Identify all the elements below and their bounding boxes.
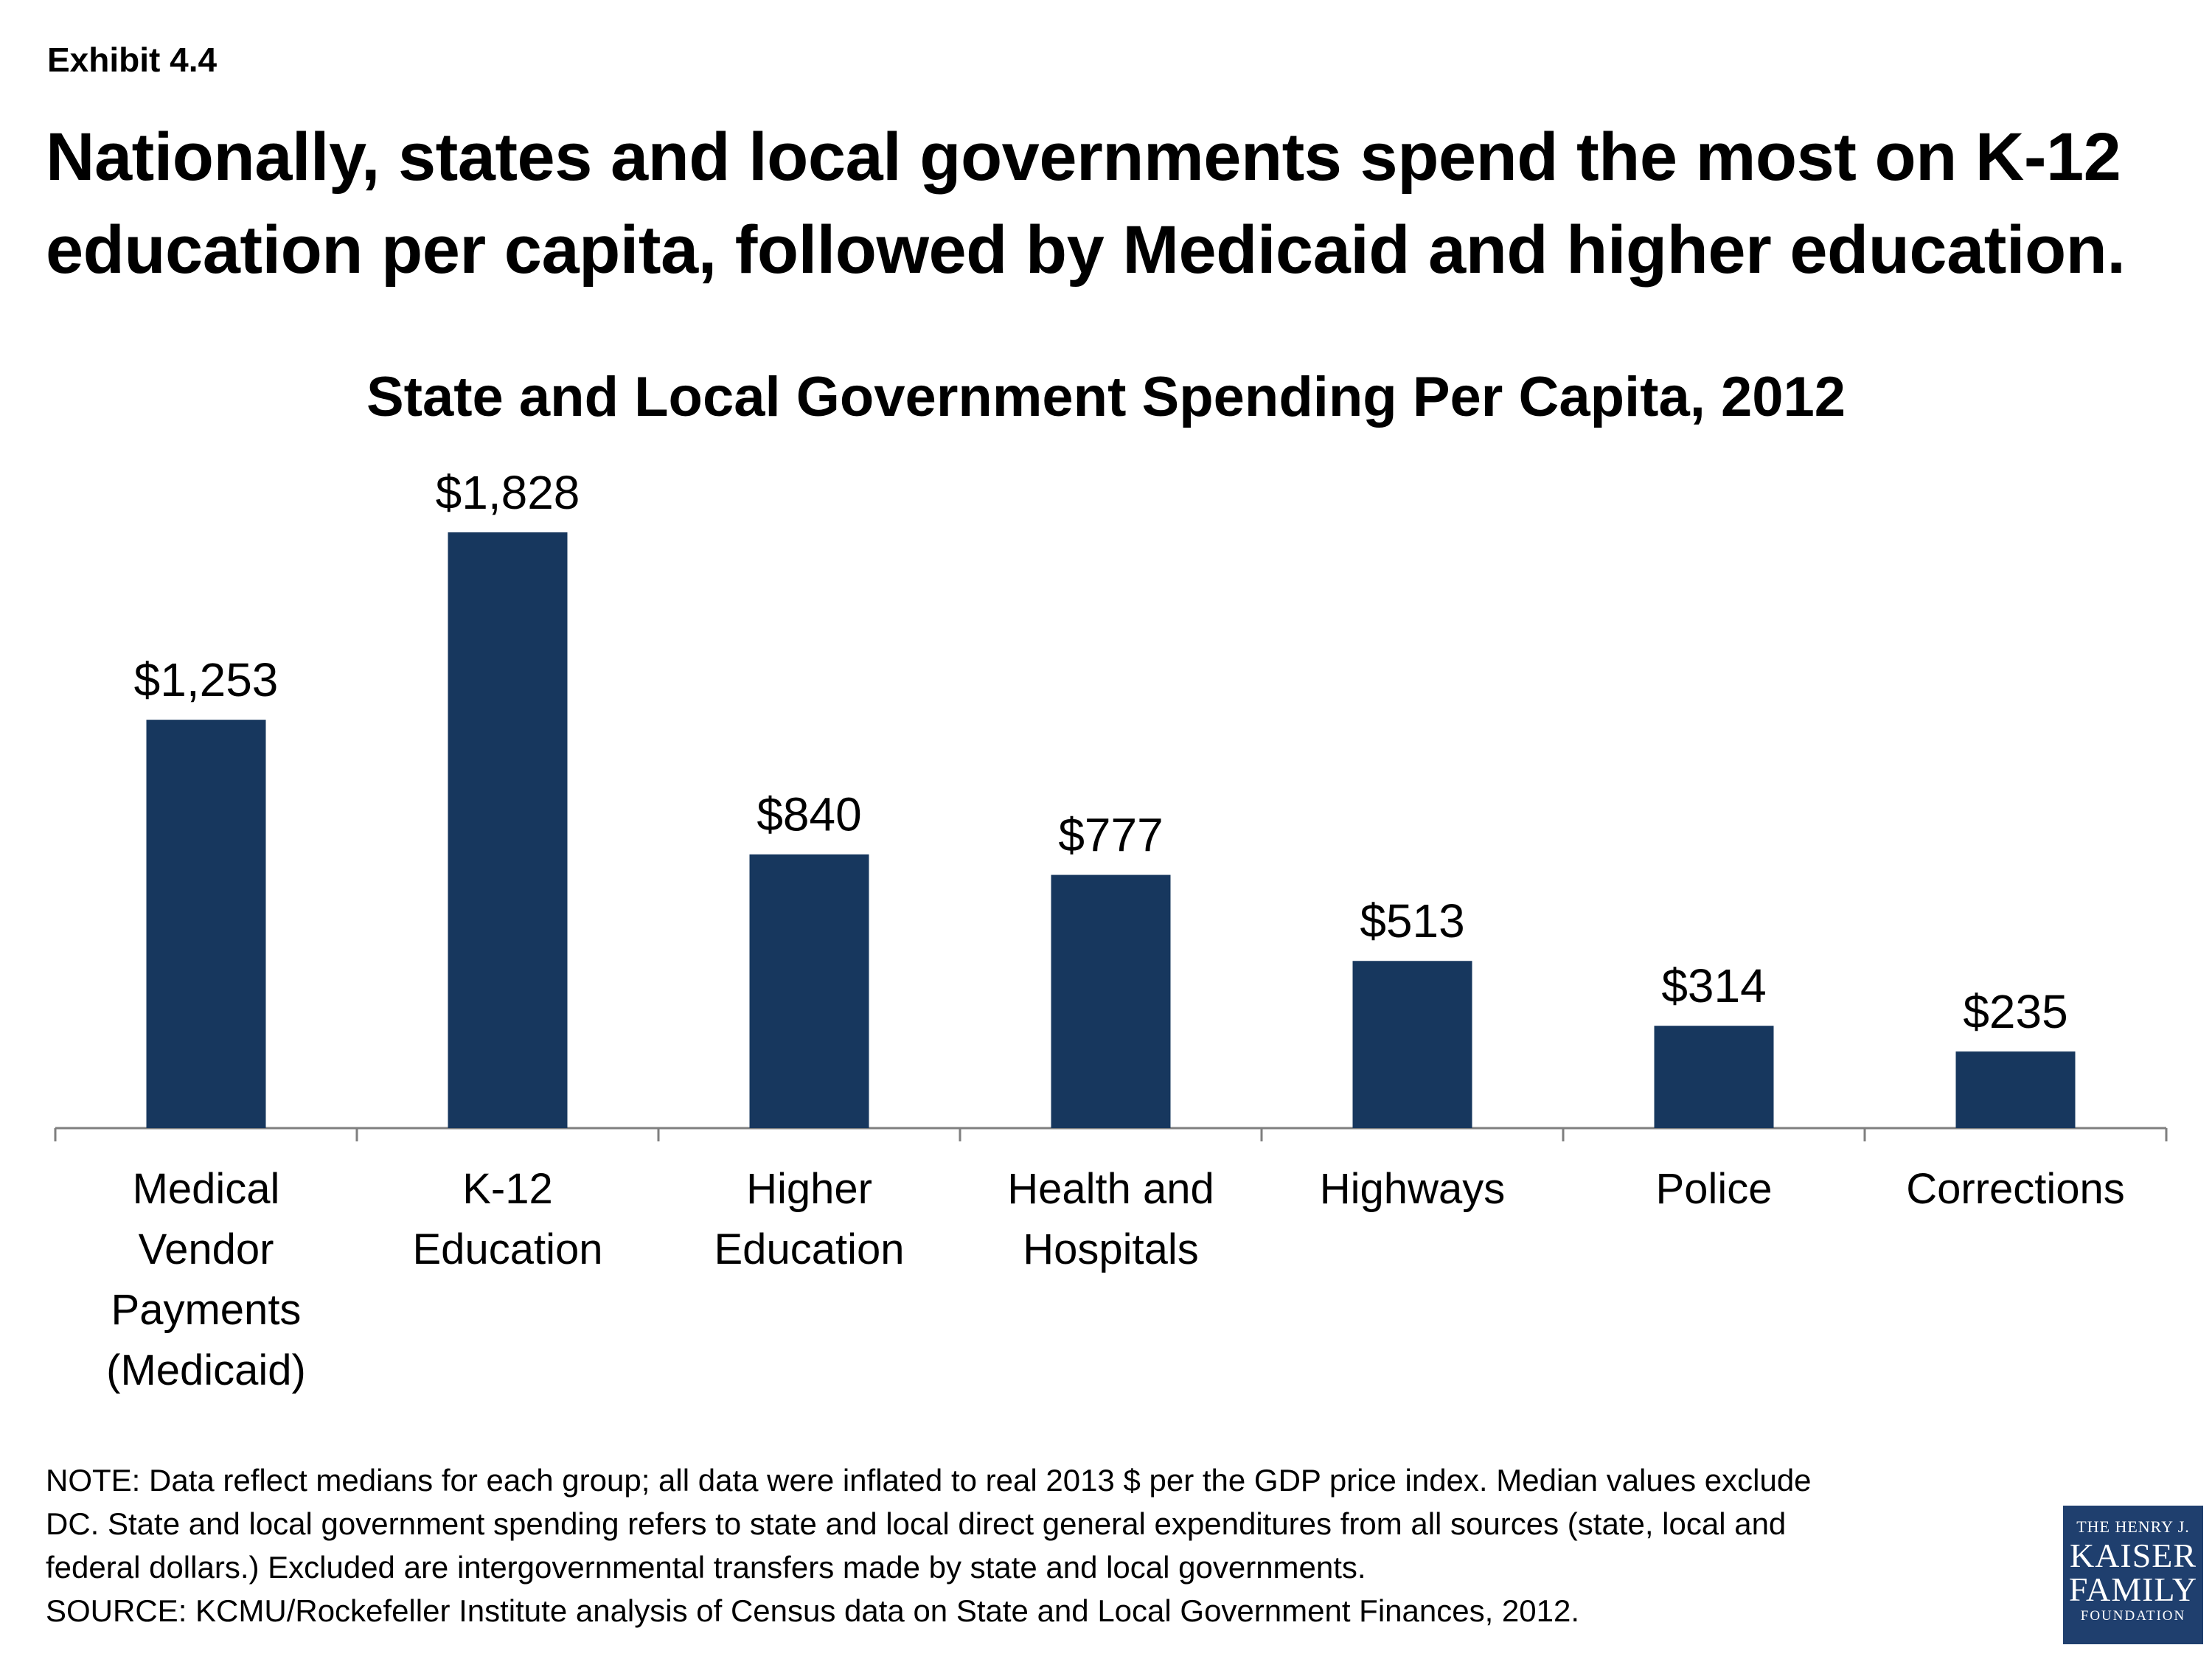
bar: [1352, 961, 1472, 1128]
category-label: (Medicaid): [106, 1346, 306, 1394]
category-label: Education: [714, 1225, 905, 1273]
logo-line: KAISER: [2069, 1537, 2197, 1574]
bar: [1955, 1051, 2076, 1128]
data-label: $1,253: [134, 653, 279, 706]
category-label: K-12: [462, 1165, 553, 1213]
data-label: $235: [1963, 985, 2067, 1038]
data-label: $840: [757, 788, 861, 841]
bar: [448, 532, 568, 1128]
category-label: Higher: [746, 1165, 872, 1213]
logo-line: THE HENRY J.: [2076, 1517, 2190, 1536]
category-label: Education: [413, 1225, 603, 1273]
category-label: Vendor: [139, 1225, 274, 1273]
bar: [1654, 1026, 1774, 1128]
category-label: Highways: [1320, 1165, 1505, 1213]
data-label: $314: [1661, 959, 1766, 1012]
logo-line: FAMILY: [2068, 1571, 2198, 1608]
kff-logo: THE HENRY J. KAISER FAMILY FOUNDATION: [2063, 1506, 2203, 1644]
data-label: $513: [1360, 894, 1464, 947]
category-label: Health and: [1007, 1165, 1214, 1213]
bar: [1051, 874, 1171, 1128]
notes-block: NOTE: Data reflect medians for each grou…: [46, 1458, 2051, 1632]
exhibit-label: Exhibit 4.4: [47, 41, 218, 79]
page-headline: Nationally, states and local governments…: [46, 119, 2126, 288]
note-line: NOTE: Data reflect medians for each grou…: [46, 1463, 1812, 1498]
note-line: federal dollars.) Excluded are intergove…: [46, 1550, 1366, 1585]
data-label: $1,828: [436, 466, 580, 519]
source-line: SOURCE: KCMU/Rockefeller Institute analy…: [46, 1593, 1580, 1628]
category-label: Medical: [133, 1165, 280, 1213]
category-label: Police: [1656, 1165, 1773, 1213]
note-line: DC. State and local government spending …: [46, 1506, 1787, 1541]
category-label: Corrections: [1906, 1165, 2125, 1213]
logo-line: FOUNDATION: [2080, 1608, 2186, 1624]
bar: [749, 854, 869, 1128]
bar: [146, 720, 266, 1128]
category-label: Hospitals: [1023, 1225, 1199, 1273]
category-label: Payments: [111, 1286, 302, 1334]
data-label: $777: [1058, 809, 1163, 862]
chart-title: State and Local Government Spending Per …: [366, 366, 1846, 428]
